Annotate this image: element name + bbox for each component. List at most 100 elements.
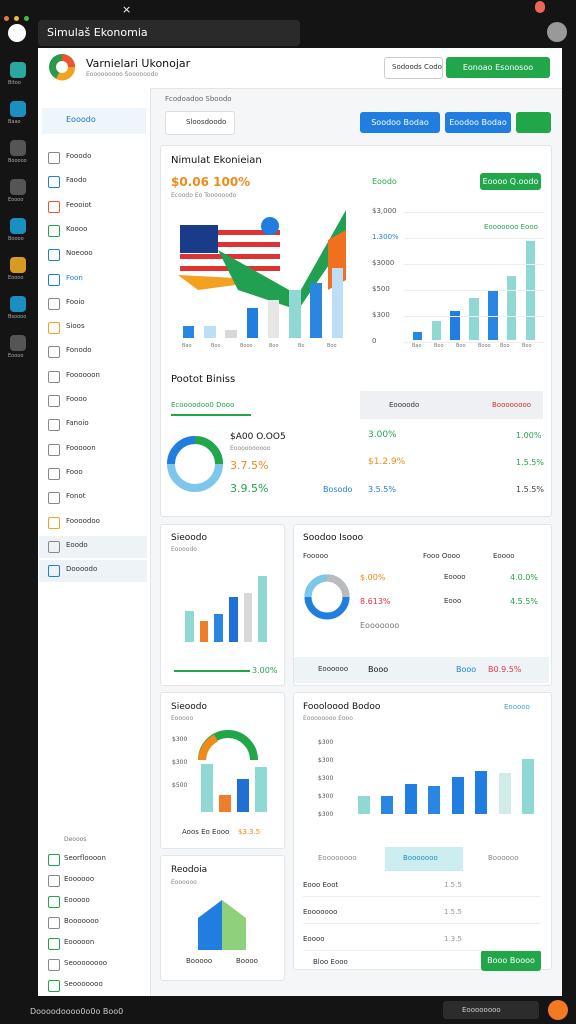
sidebar-icon [48, 467, 60, 480]
bar [258, 575, 268, 642]
x-label: Boo [327, 343, 337, 349]
x-label: Boo [522, 343, 532, 349]
button-three[interactable] [516, 112, 551, 133]
sidebar-icon [48, 492, 60, 505]
sidebar-item: Fonot [66, 492, 86, 501]
sidebar-item: Fooio [66, 297, 85, 306]
right-tab-box[interactable] [360, 391, 543, 419]
avatar[interactable] [547, 22, 567, 42]
bar [243, 593, 253, 642]
app-logo [8, 24, 26, 42]
sidebar-item: Foon [66, 273, 83, 282]
card-d-row: Eoooo [303, 935, 325, 943]
card-a-title: Sieoodo [171, 533, 207, 543]
header-search[interactable] [384, 57, 443, 79]
card-e-label-2: Boooo [236, 957, 258, 965]
sidebar-icon [48, 917, 60, 929]
grid-line [404, 342, 544, 343]
bar [507, 275, 517, 340]
sidebar-icon [48, 152, 60, 164]
sidebar-item: Sioos [66, 322, 85, 331]
card-e-title: Reodoia [171, 865, 208, 875]
sidebar-icon [48, 540, 60, 553]
sidebar-icon [48, 370, 60, 383]
bar [237, 779, 249, 812]
business-m3-label: Bosodo [323, 485, 353, 494]
sidebar-footer-item: Eooooon [64, 938, 95, 946]
bar [214, 614, 224, 642]
right-tab-value: Boooooooo [492, 401, 532, 409]
rail-label: Booooo [8, 158, 27, 164]
button-one[interactable]: Soodoo Bodao [360, 112, 440, 133]
tab[interactable] [38, 20, 300, 46]
card-d-row-value: 1.3.5 [444, 935, 462, 943]
rail-icon[interactable] [10, 218, 26, 234]
business-r1: 1.00% [516, 431, 542, 440]
rail-icon[interactable] [10, 335, 26, 351]
sidebar-item: Foooooon [66, 370, 100, 379]
header-subtitle: Eooooooooo Soooooodo [86, 71, 159, 78]
card-d-button[interactable]: Booo Boooo [481, 950, 541, 971]
right-legend: Eooooooo Eooo [484, 223, 538, 231]
bottom-action[interactable] [548, 1000, 568, 1020]
y-tick-label: $300 [318, 793, 334, 800]
bar [412, 331, 423, 340]
toolbar-search[interactable] [165, 111, 235, 135]
y-tick-label: $300 [172, 759, 188, 766]
bar [267, 300, 280, 338]
card-b-f1: Booo [456, 665, 477, 674]
bar [219, 795, 231, 812]
tab-active[interactable] [385, 847, 463, 871]
header-button[interactable]: Eonoao Esonosoo [446, 57, 550, 78]
grid-line [404, 212, 544, 213]
grid-line [404, 290, 544, 291]
sidebar-icon [48, 273, 60, 286]
rail-icon[interactable] [10, 62, 26, 78]
card-b-footer [294, 657, 549, 683]
card-b-value: 8.613% [360, 597, 391, 606]
sidebar-footer-item: Eooooo [64, 896, 90, 904]
card-d-row-value: 1.5.5 [444, 881, 462, 889]
card-a-footer: 3.00% [252, 666, 278, 675]
breadcrumb: Fcodoadoo Sboodo [165, 95, 232, 103]
business-center-sub: Eoooooooooo [230, 445, 271, 452]
card-d-link[interactable]: Eooooo [504, 703, 530, 711]
main-title: Nimulat Ekonieian [171, 155, 262, 166]
bar [488, 290, 498, 340]
rail-icon[interactable] [10, 296, 26, 312]
business-tab[interactable]: Ecoooodoo0 Dooo [171, 401, 235, 409]
rail-icon[interactable] [10, 101, 26, 117]
bar [228, 596, 238, 642]
business-v1: 3.7.5% [230, 459, 269, 472]
right-tab: Eoooodo [389, 401, 420, 409]
right-chart [408, 236, 540, 340]
rail-icon[interactable] [10, 257, 26, 273]
bar [182, 326, 195, 338]
card-d [293, 692, 552, 970]
sidebar-item: Foooo [66, 395, 87, 403]
profile-dot[interactable] [535, 1, 545, 13]
close-tab[interactable]: × [122, 3, 132, 16]
bottom-box[interactable] [443, 1001, 539, 1019]
column-head: Eoooo [493, 552, 515, 560]
sidebar-search[interactable] [42, 108, 146, 134]
y-tick-label: 1.300% [372, 233, 399, 241]
business-title: Pootot Biniss [171, 374, 236, 385]
x-label: Boo [500, 343, 510, 349]
button-two[interactable]: Eoodoo Bodao [445, 112, 511, 133]
sidebar-item: Fanoio [66, 419, 89, 428]
rail-icon[interactable] [10, 179, 26, 195]
bar [255, 767, 267, 812]
sidebar-icon [48, 249, 60, 262]
sidebar-icon [48, 516, 60, 529]
rail-label: Bsoooo [8, 314, 27, 320]
card-d-sub: Eoooooooo Eooo [303, 715, 353, 722]
right-button[interactable]: Eoooo Q.oodo [480, 173, 541, 190]
card-b-footer-value: Booo [368, 665, 389, 674]
sidebar-icon [48, 297, 60, 310]
bar [289, 290, 301, 338]
rail-icon[interactable] [10, 140, 26, 156]
card-c-chart [198, 752, 270, 812]
main-kpi-sub: Ecoodo Eo Toooooodo [171, 192, 237, 199]
